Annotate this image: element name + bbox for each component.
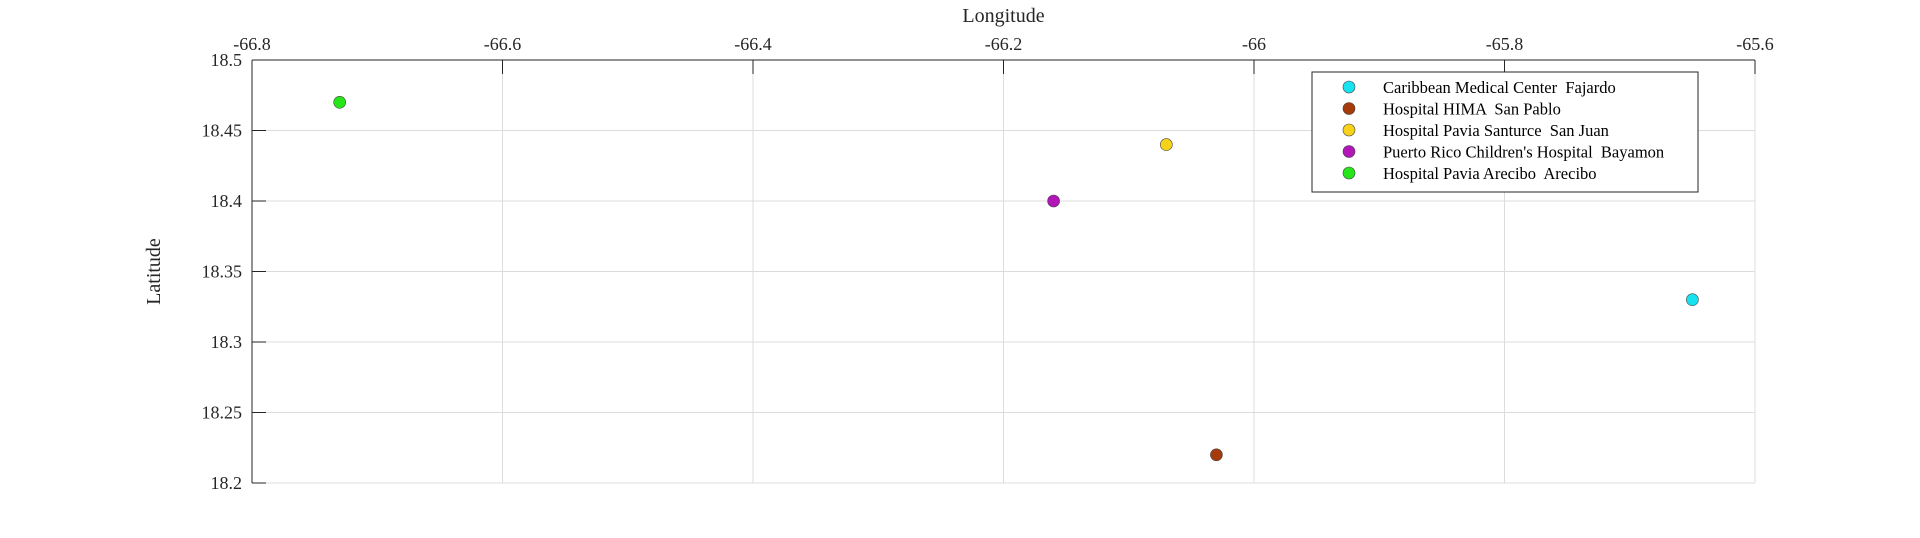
y-axis-title: Latitude bbox=[143, 238, 165, 305]
y-tick-label: 18.25 bbox=[202, 403, 243, 423]
y-tick-label: 18.2 bbox=[211, 473, 243, 493]
data-point bbox=[1047, 194, 1060, 208]
x-axis-title: Longitude bbox=[962, 5, 1044, 27]
y-tick-label: 18.35 bbox=[202, 262, 243, 282]
legend-box bbox=[1311, 71, 1699, 193]
x-tick-label: -66.2 bbox=[985, 34, 1023, 54]
x-tick-label: -66.6 bbox=[484, 34, 522, 54]
x-tick-label: -66.8 bbox=[233, 34, 271, 54]
legend-label: Puerto Rico Children's Hospital Bayamon bbox=[1383, 143, 1664, 162]
legend-marker bbox=[1342, 166, 1356, 180]
legend-marker bbox=[1342, 80, 1356, 94]
data-points bbox=[333, 96, 1699, 462]
legend-marker bbox=[1342, 123, 1356, 137]
data-point bbox=[333, 96, 346, 109]
data-point bbox=[1686, 293, 1699, 307]
legend-marker bbox=[1342, 145, 1356, 158]
x-ticks: -66.8 -66.6 -66.4 -66.2 -66 -65.8 -65.6 bbox=[233, 34, 1774, 74]
x-tick-label: -65.6 bbox=[1736, 34, 1774, 54]
y-tick-label: 18.5 bbox=[211, 50, 243, 70]
legend-label: Hospital Pavia Santurce San Juan bbox=[1383, 121, 1609, 140]
y-tick-label: 18.45 bbox=[202, 121, 243, 141]
legend-marker bbox=[1342, 102, 1356, 115]
y-ticks: 18.2 18.25 18.3 18.35 18.4 18.45 18.5 bbox=[202, 50, 266, 493]
data-point bbox=[1160, 138, 1173, 151]
x-tick-label: -66.4 bbox=[734, 34, 772, 54]
y-tick-label: 18.4 bbox=[211, 191, 243, 211]
x-tick-label: -66 bbox=[1242, 34, 1266, 54]
data-point bbox=[1210, 448, 1223, 462]
legend-label: Caribbean Medical Center Fajardo bbox=[1383, 78, 1616, 97]
legend-label: Hospital Pavia Arecibo Arecibo bbox=[1383, 164, 1597, 183]
legend-label: Hospital HIMA San Pablo bbox=[1383, 100, 1561, 119]
y-tick-label: 18.3 bbox=[211, 332, 243, 352]
legend-items: Caribbean Medical Center Fajardo Hospital… bbox=[1342, 78, 1664, 183]
x-tick-label: -65.8 bbox=[1486, 34, 1524, 54]
legend: Caribbean Medical Center Fajardo Hospital… bbox=[1311, 71, 1699, 193]
